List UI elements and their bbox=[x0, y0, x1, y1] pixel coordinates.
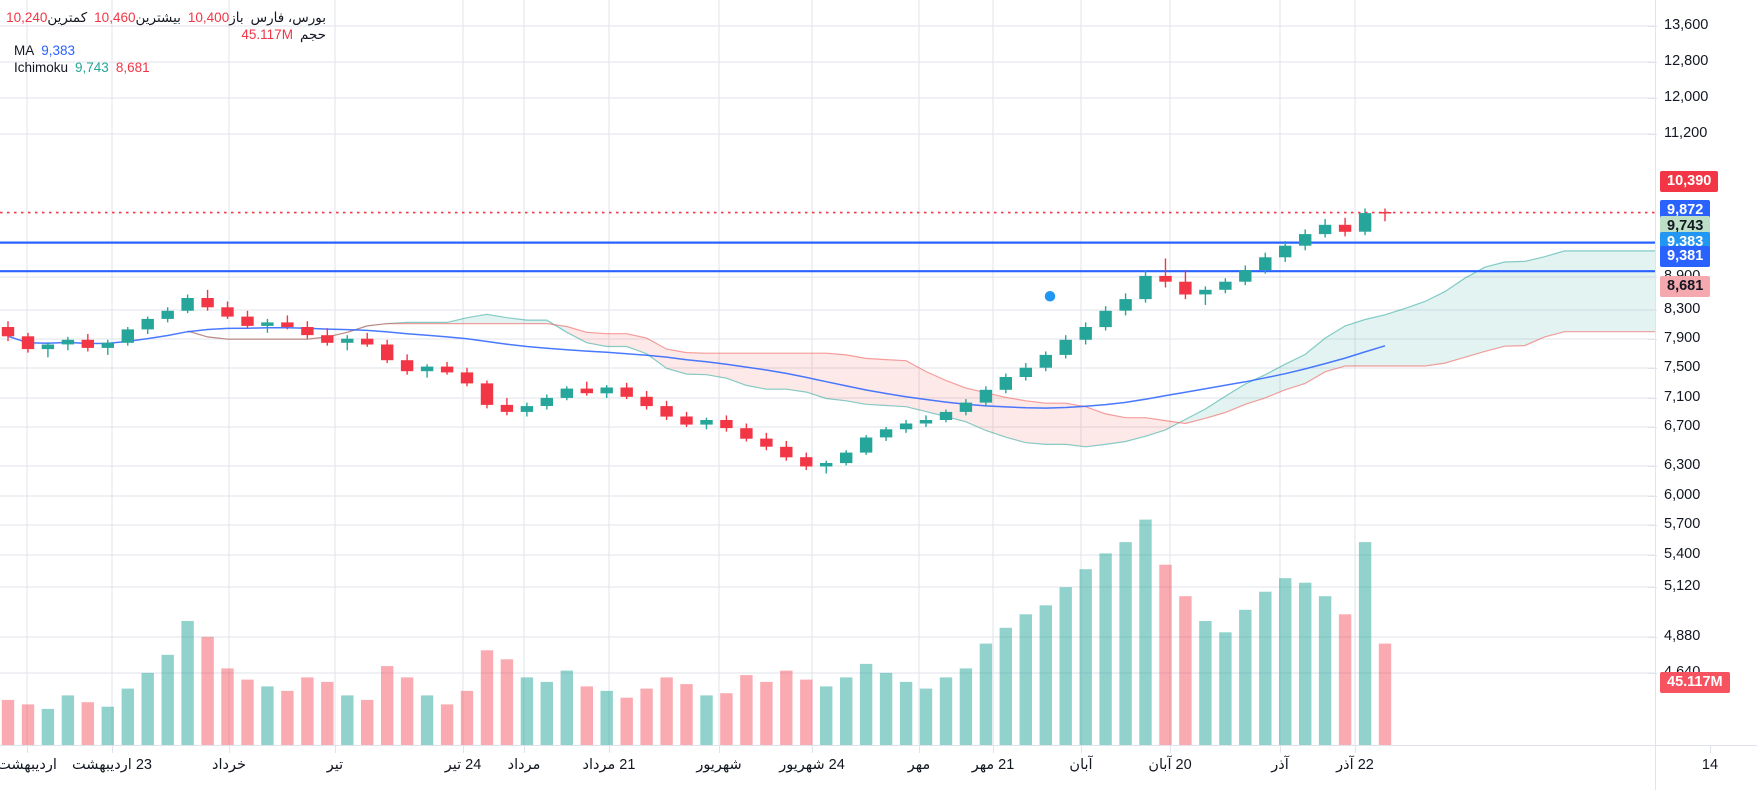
legend-open-value: 10,400 bbox=[187, 10, 230, 25]
legend-volume-row: حجم 45.117M bbox=[0, 27, 326, 43]
price-tick-dash bbox=[1648, 368, 1657, 369]
chart-grid bbox=[0, 0, 1655, 745]
time-tick-separator bbox=[463, 746, 464, 753]
time-tick-separator bbox=[229, 746, 230, 753]
ichimoku-senkou-b-badge[interactable]: 8,681 bbox=[1660, 276, 1711, 297]
time-tick-separator bbox=[1081, 746, 1082, 753]
time-tick-label: آبان bbox=[1069, 757, 1093, 773]
time-tick-separator bbox=[919, 746, 920, 753]
legend-ichimoku-value-b: 8,681 bbox=[115, 59, 150, 75]
price-tick-dash bbox=[1648, 637, 1657, 638]
price-tick-label: 13,600 bbox=[1664, 17, 1709, 33]
price-tick-label: 8,300 bbox=[1664, 301, 1701, 317]
price-tick-dash bbox=[1648, 134, 1657, 135]
time-tick-separator bbox=[112, 746, 113, 753]
price-tick-dash bbox=[1648, 62, 1657, 63]
legend-ma-row[interactable]: MA 9,383 bbox=[0, 43, 326, 59]
price-tick-dash bbox=[1648, 525, 1657, 526]
chart-plot-area[interactable] bbox=[0, 0, 1655, 745]
time-tick-separator bbox=[335, 746, 336, 753]
legend-ichimoku-row[interactable]: Ichimoku 9,743 8,681 bbox=[0, 60, 326, 76]
price-tick-label: 4,880 bbox=[1664, 628, 1701, 644]
legend-high-value: 10,460 bbox=[94, 10, 136, 25]
time-tick-label: 14 bbox=[1701, 757, 1719, 773]
time-tick-label: 23 اردیبهشت bbox=[72, 757, 152, 773]
time-tick-separator bbox=[993, 746, 994, 753]
time-tick-label: 24 شهریور bbox=[779, 757, 845, 773]
ichimoku-senkou-a-badge[interactable]: 9,743 bbox=[1660, 216, 1711, 237]
legend-volume-label: حجم bbox=[299, 26, 326, 42]
time-tick-separator bbox=[609, 746, 610, 753]
legend-open-label: باز bbox=[229, 10, 244, 25]
price-tick-label: 12,000 bbox=[1664, 89, 1709, 105]
legend-ohlc-row: بورس، فارس باز10,400 بیشترین10,460 کمترین10… bbox=[0, 10, 326, 26]
time-tick-separator bbox=[1355, 746, 1356, 753]
volume-badge[interactable]: 45.117M bbox=[1660, 672, 1730, 693]
legend-ichimoku-value-a: 9,743 bbox=[75, 59, 109, 75]
legend-symbol-name[interactable]: بورس، فارس bbox=[250, 10, 326, 25]
axis-corner bbox=[1655, 746, 1757, 790]
chart-series bbox=[0, 208, 1655, 745]
price-tick-label: 7,900 bbox=[1664, 330, 1701, 346]
price-tick-dash bbox=[1648, 398, 1657, 399]
price-tick-label: 11,200 bbox=[1664, 125, 1708, 141]
time-tick-label: اردیبهشت bbox=[0, 757, 57, 773]
price-tick-label: 6,700 bbox=[1664, 418, 1701, 434]
time-tick-separator bbox=[27, 746, 28, 753]
time-tick-label: مهر bbox=[907, 757, 931, 773]
price-tick-label: 7,100 bbox=[1664, 389, 1701, 405]
time-tick-separator bbox=[1710, 746, 1711, 753]
price-tick-dash bbox=[1648, 427, 1657, 428]
time-tick-separator bbox=[719, 746, 720, 753]
price-tick-dash bbox=[1648, 277, 1657, 278]
time-tick-label: تیر bbox=[326, 757, 344, 773]
price-tick-dash bbox=[1648, 26, 1657, 27]
time-tick-separator bbox=[524, 746, 525, 753]
legend-low-label: کمترین bbox=[47, 10, 88, 25]
chart-legend[interactable]: بورس، فارس باز10,400 بیشترین10,460 کمترین10… bbox=[0, 10, 340, 78]
price-tick-label: 7,500 bbox=[1664, 359, 1701, 375]
price-tick-label: 6,000 bbox=[1664, 487, 1701, 503]
price-tick-dash bbox=[1648, 587, 1657, 588]
time-tick-label: 21 مهر bbox=[971, 757, 1015, 773]
price-tick-label: 12,800 bbox=[1664, 53, 1709, 69]
price-axis[interactable]: 13,60012,80012,00011,2008,9008,3007,9007… bbox=[1648, 0, 1757, 745]
price-tick-dash bbox=[1648, 98, 1657, 99]
time-tick-separator bbox=[1170, 746, 1171, 753]
time-tick-label: 24 تیر bbox=[444, 757, 482, 773]
legend-high-label: بیشترین bbox=[135, 10, 181, 25]
price-tick-dash bbox=[1648, 555, 1657, 556]
time-tick-label: 22 آذر bbox=[1336, 757, 1374, 773]
time-axis[interactable]: اردیبهشت 23 اردیبهشت خرداد تیر 24 تیر مرداد 21… bbox=[0, 745, 1757, 790]
time-tick-label: خرداد bbox=[212, 757, 246, 773]
time-tick-label: 20 آبان bbox=[1148, 757, 1192, 773]
price-tick-label: 5,400 bbox=[1664, 546, 1701, 562]
price-tick-dash bbox=[1648, 496, 1657, 497]
price-tick-label: 6,300 bbox=[1664, 457, 1701, 473]
time-tick-label: 21 مرداد bbox=[582, 757, 636, 773]
legend-ichimoku-label: Ichimoku bbox=[14, 59, 69, 75]
price-tick-dash bbox=[1648, 310, 1657, 311]
time-tick-label: آذر bbox=[1271, 757, 1289, 773]
time-tick-separator bbox=[1280, 746, 1281, 753]
resistance-level-badge[interactable]: 9,872 bbox=[1660, 200, 1711, 221]
time-tick-label: مرداد bbox=[507, 757, 541, 773]
time-tick-label: شهریور bbox=[696, 757, 742, 773]
price-tick-dash bbox=[1648, 673, 1657, 674]
price-tick-dash bbox=[1648, 339, 1657, 340]
support-level-badge[interactable]: 9,381 bbox=[1660, 246, 1711, 267]
legend-low-value: 10,240 bbox=[6, 10, 48, 25]
legend-volume-value: 45.117M bbox=[241, 26, 293, 42]
price-tick-label: 5,120 bbox=[1664, 578, 1701, 594]
last-price-badge[interactable]: 10,390 bbox=[1660, 171, 1719, 192]
time-tick-separator bbox=[812, 746, 813, 753]
legend-ma-value: 9,383 bbox=[41, 43, 76, 58]
price-tick-dash bbox=[1648, 466, 1657, 467]
legend-ma-label: MA bbox=[14, 43, 35, 58]
price-tick-label: 5,700 bbox=[1664, 516, 1701, 532]
